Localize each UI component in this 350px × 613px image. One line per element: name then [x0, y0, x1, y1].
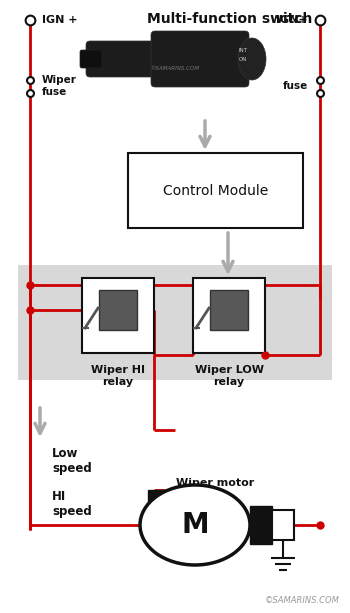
FancyBboxPatch shape	[80, 50, 102, 68]
FancyBboxPatch shape	[151, 31, 249, 87]
Text: fuse: fuse	[283, 81, 308, 91]
Text: ©SAMARINS.COM: ©SAMARINS.COM	[150, 66, 200, 70]
Ellipse shape	[140, 485, 250, 565]
Text: HI
speed: HI speed	[52, 490, 92, 518]
Ellipse shape	[238, 38, 266, 80]
Text: IGN +: IGN +	[42, 15, 77, 25]
Text: Wiper HI
relay: Wiper HI relay	[91, 365, 145, 387]
Bar	[250, 506, 272, 544]
Bar	[210, 290, 248, 330]
Bar	[272, 510, 294, 540]
Bar	[160, 498, 188, 552]
Text: ©SAMARINS.COM: ©SAMARINS.COM	[265, 596, 340, 605]
Text: Multi-function switch: Multi-function switch	[147, 12, 313, 26]
Text: IGN+: IGN+	[276, 15, 308, 25]
Text: Wiper
fuse: Wiper fuse	[42, 75, 77, 97]
Bar	[128, 153, 303, 228]
Text: ON: ON	[239, 56, 247, 61]
FancyBboxPatch shape	[86, 41, 179, 77]
Text: M: M	[181, 511, 209, 539]
Text: Low
speed: Low speed	[52, 447, 92, 475]
Text: Control Module: Control Module	[163, 183, 268, 197]
Bar	[148, 490, 178, 522]
Bar	[99, 290, 137, 330]
Text: INT: INT	[238, 47, 247, 53]
Text: Wiper motor: Wiper motor	[176, 478, 254, 488]
Bar	[193, 278, 265, 353]
Bar	[18, 265, 332, 380]
Text: Wiper LOW
relay: Wiper LOW relay	[195, 365, 264, 387]
Bar	[82, 278, 154, 353]
